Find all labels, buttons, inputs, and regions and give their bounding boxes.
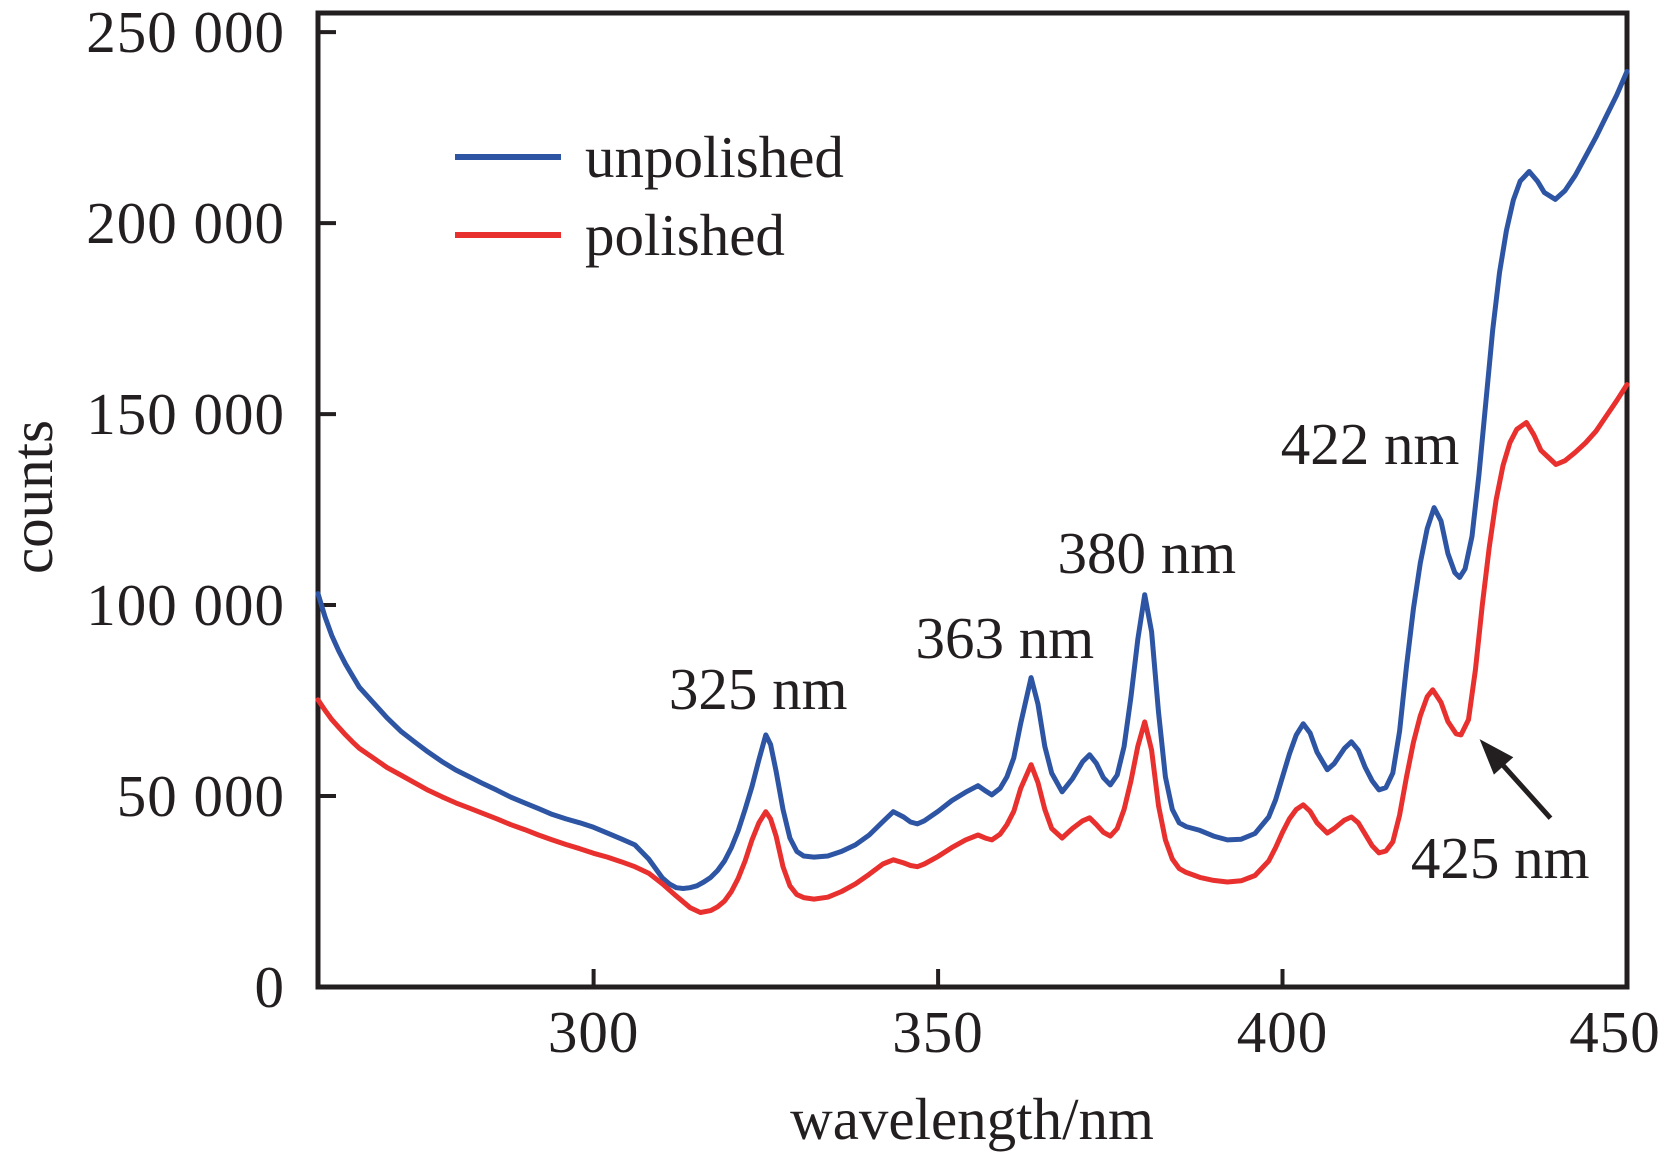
x-tick-label: 300 xyxy=(547,999,640,1065)
peak-annotation-422-nm: 422 nm xyxy=(1280,410,1460,477)
x-tick-label: 450 xyxy=(1569,999,1661,1065)
x-axis-title: wavelength/nm xyxy=(790,1086,1154,1152)
legend-label: polished xyxy=(585,202,785,268)
series-curves xyxy=(315,68,1630,915)
y-tick-label: 100 000 xyxy=(86,572,285,639)
x-tick-label: 350 xyxy=(892,999,984,1065)
series-line-unpolished xyxy=(315,68,1630,891)
legend-item-unpolished: unpolished xyxy=(455,126,844,188)
annotation-arrow-425nm xyxy=(1479,739,1553,820)
legend-line-swatch-blue xyxy=(455,154,561,160)
plot-frame xyxy=(315,10,1630,990)
y-tick-label: 250 000 xyxy=(86,0,285,66)
y-tick-label: 200 000 xyxy=(86,190,285,257)
x-tick-label: 400 xyxy=(1236,999,1329,1065)
arrow-shaft xyxy=(1499,761,1553,820)
peak-annotation-425-nm: 425 nm xyxy=(1410,824,1590,891)
arrow-head xyxy=(1479,739,1514,775)
axis-tick-marks xyxy=(318,30,1629,987)
legend-line-swatch-red xyxy=(455,232,561,238)
peak-annotation-363-nm: 363 nm xyxy=(915,604,1095,671)
legend-item-polished: polished xyxy=(455,204,785,266)
y-axis-title: counts xyxy=(0,419,65,575)
y-tick-label: 150 000 xyxy=(86,381,285,448)
y-tick-label: 50 000 xyxy=(116,763,285,830)
y-tick-label: 0 xyxy=(254,954,285,1020)
peak-annotation-325-nm: 325 nm xyxy=(668,656,848,723)
series-line-polished xyxy=(315,382,1630,915)
peak-annotation-380-nm: 380 nm xyxy=(1057,520,1237,587)
legend-label: unpolished xyxy=(585,124,844,190)
